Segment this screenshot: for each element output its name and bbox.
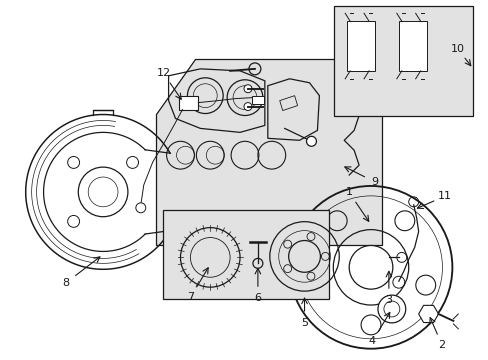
Text: 10: 10 (450, 44, 464, 54)
Circle shape (383, 301, 399, 317)
Text: 8: 8 (62, 278, 70, 288)
Bar (334, 6, 472, 116)
Text: 12: 12 (156, 68, 170, 78)
Text: 5: 5 (301, 318, 307, 328)
Text: 6: 6 (254, 293, 261, 303)
Text: 2: 2 (438, 340, 445, 350)
Circle shape (244, 85, 251, 93)
Text: 3: 3 (385, 295, 391, 305)
Circle shape (377, 295, 405, 323)
Text: 9: 9 (371, 177, 378, 187)
Text: 4: 4 (368, 337, 375, 346)
Circle shape (348, 246, 392, 289)
Circle shape (244, 103, 251, 111)
Text: 1: 1 (345, 188, 352, 198)
Text: 11: 11 (437, 191, 451, 201)
Bar (398, 21, 426, 71)
Polygon shape (155, 59, 381, 246)
Circle shape (306, 136, 316, 146)
Bar (346, 21, 374, 71)
Text: 7: 7 (187, 292, 194, 302)
Circle shape (136, 203, 145, 213)
Bar (178, 96, 198, 109)
Bar (163, 210, 328, 299)
Bar (251, 96, 264, 104)
